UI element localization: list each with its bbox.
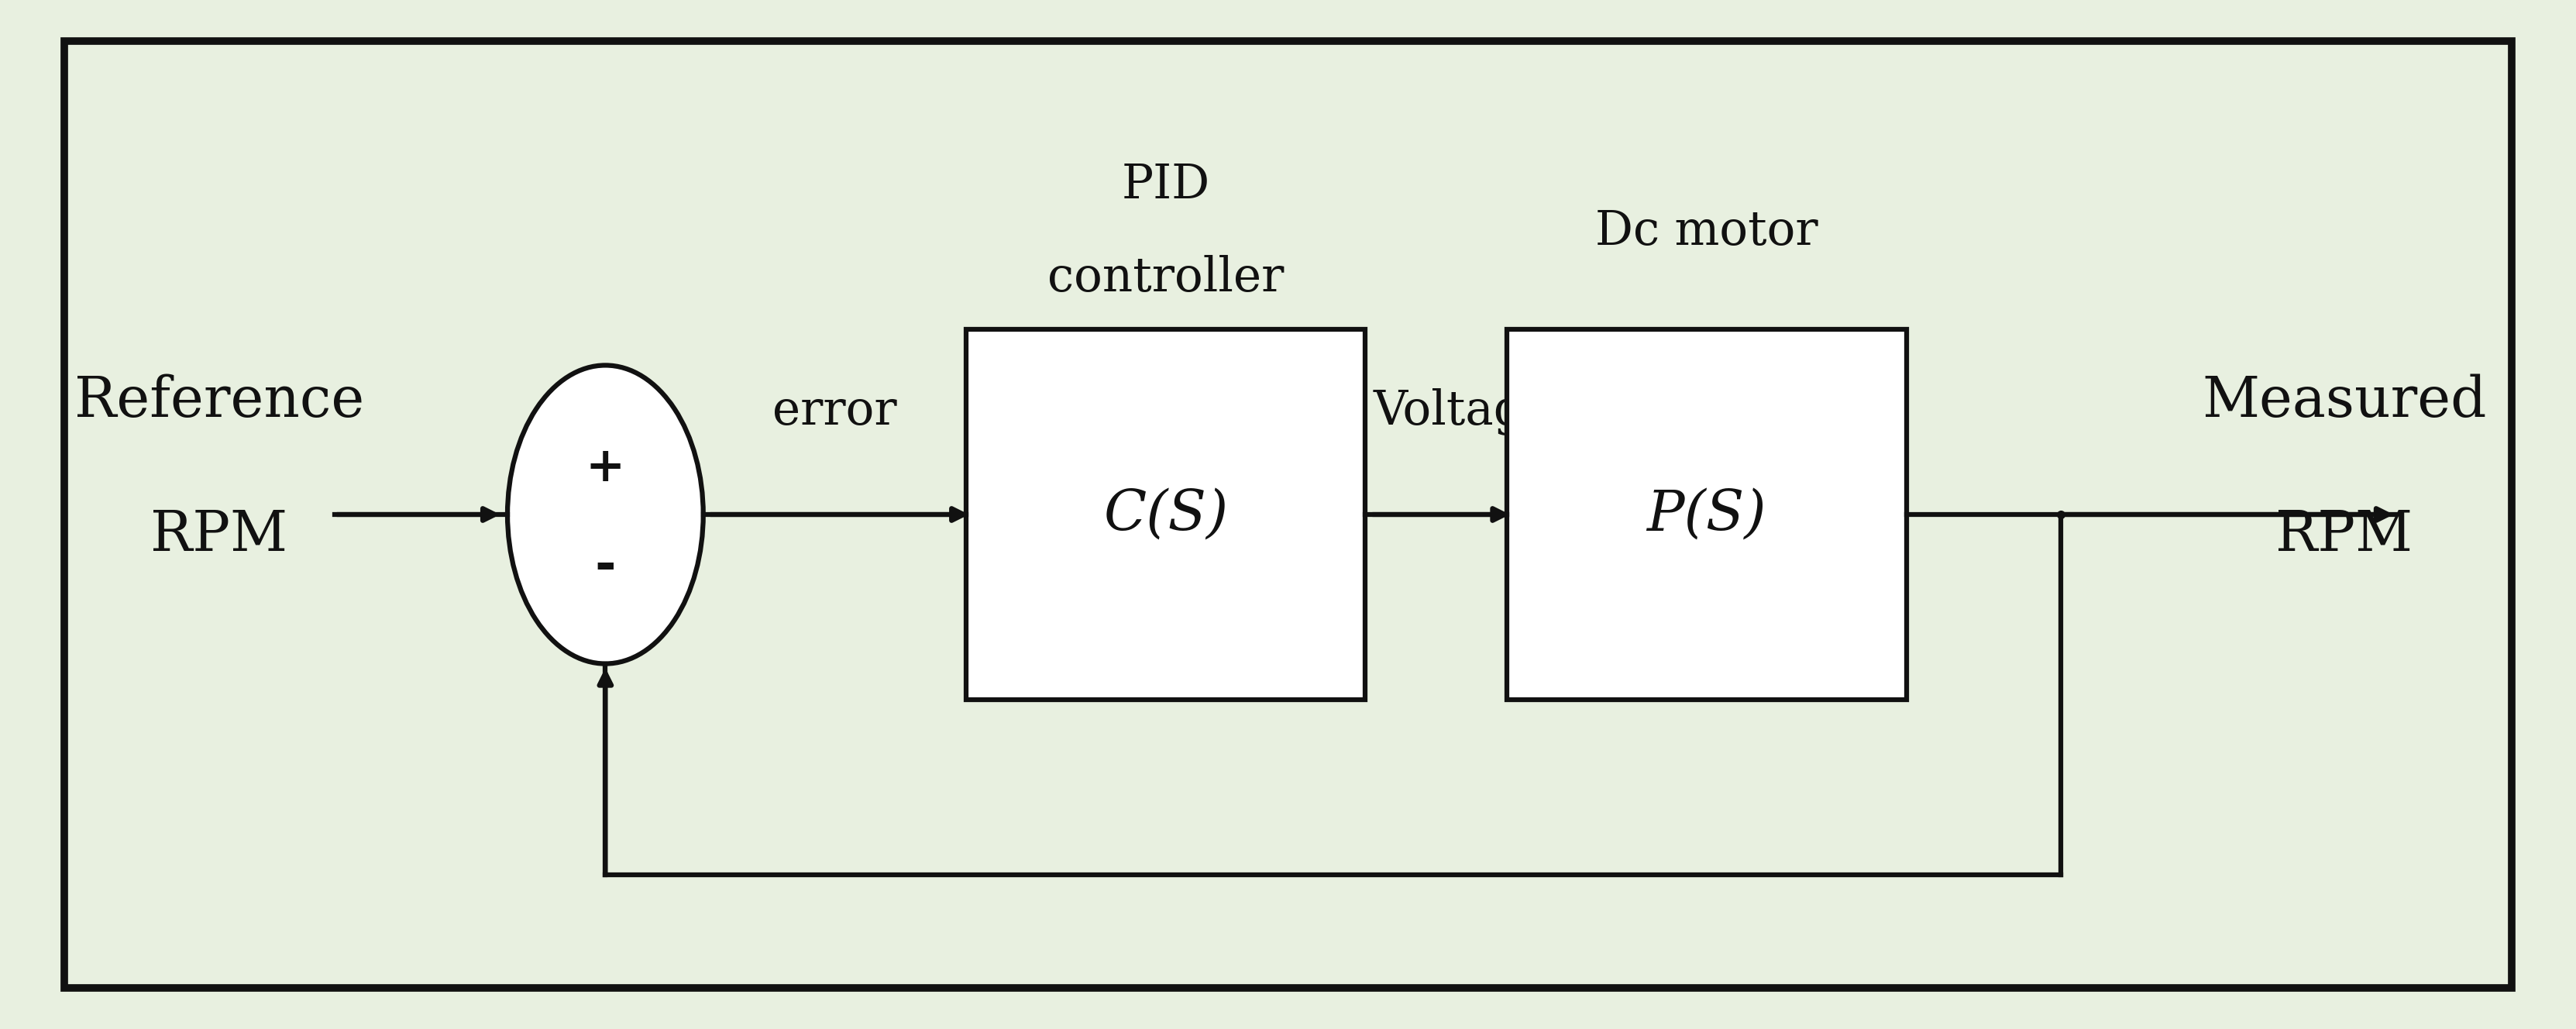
Text: Measured: Measured [2202,374,2486,429]
Text: Voltage: Voltage [1373,388,1551,435]
Text: Reference: Reference [75,374,363,429]
Text: -: - [595,541,616,591]
Text: Dc motor: Dc motor [1595,208,1819,255]
Text: C(S): C(S) [1103,487,1229,542]
Text: RPM: RPM [2275,507,2414,563]
Text: PID: PID [1121,162,1211,209]
Text: error: error [773,388,896,435]
Ellipse shape [507,365,703,664]
Text: P(S): P(S) [1646,487,1767,542]
Text: RPM: RPM [149,507,289,563]
Bar [966,329,1365,700]
Text: +: + [585,445,626,492]
Text: controller: controller [1048,254,1283,301]
Bar [1507,329,1906,700]
